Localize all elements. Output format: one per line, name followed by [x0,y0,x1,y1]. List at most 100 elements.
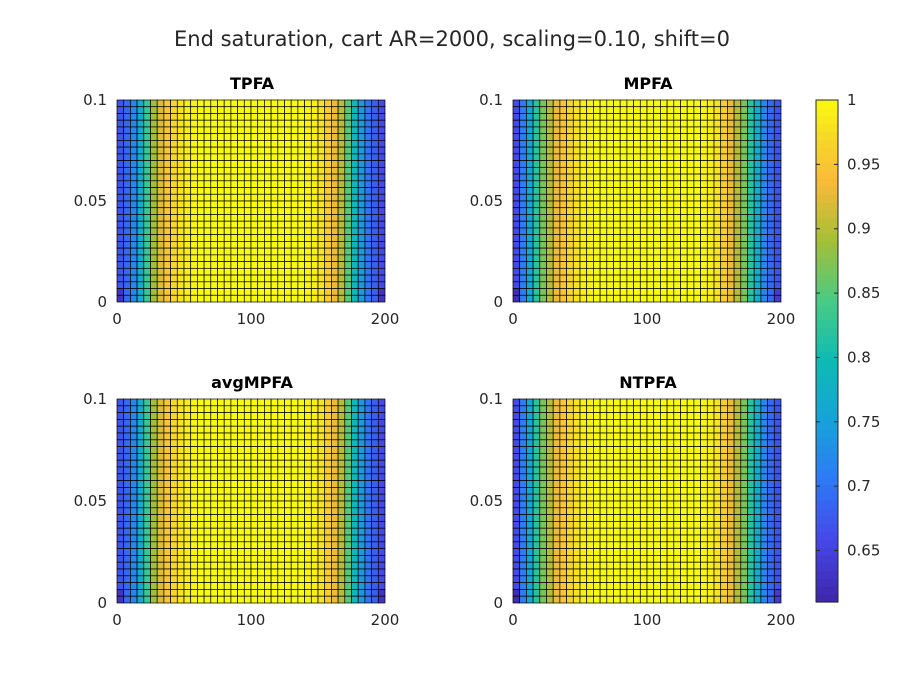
heatmap-cell [700,281,708,289]
heatmap-cell [351,548,359,556]
heatmap-cell [552,446,561,454]
heatmap-cell [539,166,547,175]
heatmap-cell [552,99,561,108]
heatmap-cell [720,555,728,563]
heatmap-cell [767,534,775,543]
heatmap-cell [364,288,372,296]
colorbar-band [816,484,838,493]
heatmap-cell [619,425,628,434]
heatmap-cell [130,473,138,481]
heatmap-cell [539,466,547,475]
heatmap-cell [123,288,131,296]
heatmap-cell [559,425,567,434]
heatmap-cell [552,439,561,447]
heatmap-cell [566,133,574,141]
heatmap-cell [713,281,722,289]
heatmap-cell [660,425,668,434]
heatmap-cell [773,106,782,114]
heatmap-cell [666,425,675,434]
heatmap-cell [304,113,312,121]
heatmap-cell [284,180,292,188]
heatmap-cell [733,582,742,590]
heatmap-cell [197,113,205,121]
heatmap-cell [660,541,668,549]
heatmap-cell [660,446,668,454]
heatmap-cell [243,234,252,242]
heatmap-cell [277,589,285,597]
heatmap-cell [270,294,279,303]
heatmap-cell [364,595,372,604]
heatmap-cell [217,247,225,256]
heatmap-cell [136,500,145,509]
heatmap-cell [297,589,305,597]
heatmap-cell [290,412,299,420]
heatmap-cell [377,446,386,454]
heatmap-cell [653,220,661,229]
heatmap-cell [626,439,634,447]
heatmap-cell [223,589,232,597]
heatmap-cell [243,241,252,249]
heatmap-cell [599,166,608,175]
heatmap-cell [243,561,252,570]
heatmap-cell [653,261,661,269]
heatmap-cell [673,459,681,468]
heatmap-cell [324,480,332,488]
heatmap-cell [310,267,319,276]
heatmap-cell [123,487,131,495]
heatmap-cell [646,281,655,289]
heatmap-cell [700,582,708,590]
heatmap-cell [693,180,701,188]
heatmap-cell [579,500,588,509]
heatmap-cell [579,487,588,495]
heatmap-cell [243,582,252,590]
heatmap-cell [606,459,614,468]
heatmap-cell [720,173,728,182]
heatmap-cell [693,241,701,249]
heatmap-cell [344,200,352,209]
heatmap-cell [264,568,272,577]
heatmap-cell [156,187,165,195]
heatmap-cell [304,220,312,229]
heatmap-cell [190,187,198,195]
heatmap-cell [613,288,621,296]
heatmap-cell [747,500,755,509]
heatmap-cell [123,548,131,556]
heatmap-cell [337,160,346,168]
heatmap-cell [170,146,178,155]
heatmap-cell [143,493,151,502]
heatmap-cell [606,267,614,276]
heatmap-cell [197,439,205,447]
heatmap-cell [733,412,742,420]
heatmap-cell [727,294,735,303]
y-tick-label: 0 [97,594,107,612]
heatmap-cell [706,214,715,222]
heatmap-cell [727,247,735,256]
heatmap-cell [210,113,218,121]
heatmap-cell [123,106,131,114]
heatmap-cell [740,133,748,141]
heatmap-cell [740,207,748,215]
heatmap-cell [264,561,272,570]
heatmap-cell [331,582,339,590]
heatmap-cell [713,500,722,509]
heatmap-cell [539,405,547,413]
heatmap-cell [331,398,339,407]
heatmap-cell [156,220,165,229]
heatmap-cell [546,493,554,502]
heatmap-cell [720,187,728,195]
heatmap-cell [526,288,534,296]
heatmap-cell [519,480,527,488]
heatmap-cell [377,459,386,468]
heatmap-cell [613,493,621,502]
heatmap-cell [264,241,272,249]
heatmap-cell [264,193,272,202]
heatmap-cell [566,419,574,427]
heatmap-cell [626,527,634,536]
heatmap-cell [317,541,326,549]
heatmap-cell [700,521,708,529]
heatmap-cell [237,294,245,303]
heatmap-cell [700,133,708,141]
heatmap-cell [599,126,608,135]
heatmap-cell [747,439,755,447]
heatmap-cell [539,254,547,262]
